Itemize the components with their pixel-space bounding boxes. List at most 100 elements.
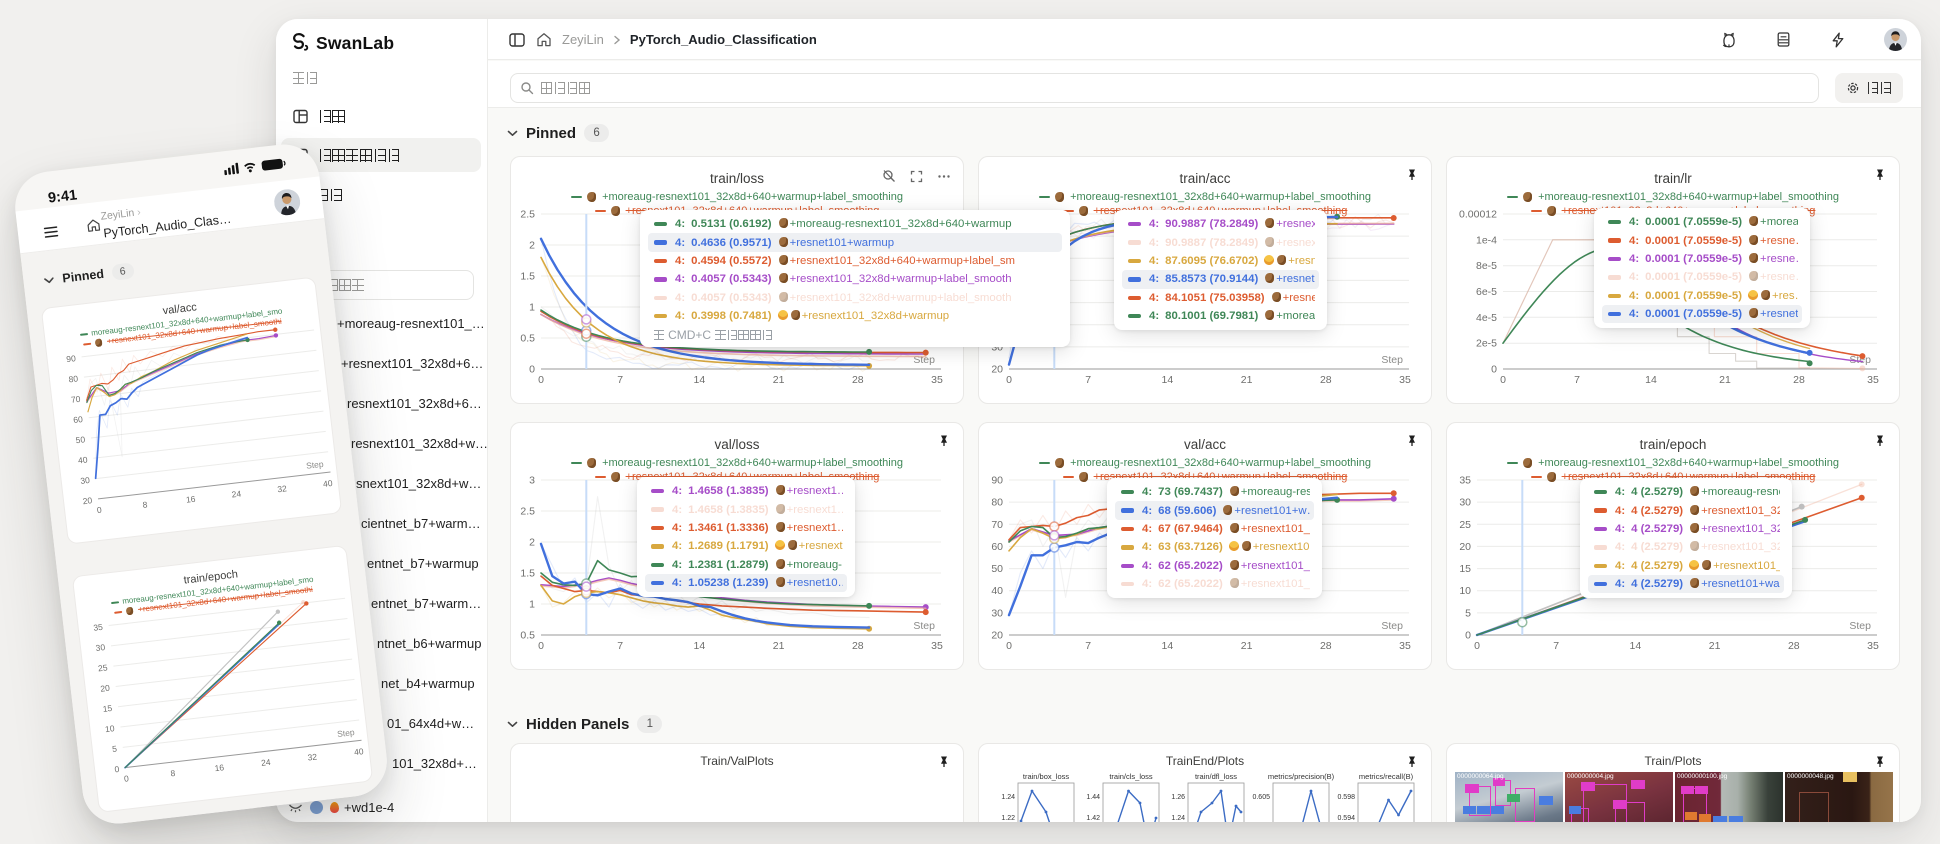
- svg-text:train/cls_loss: train/cls_loss: [1109, 772, 1153, 781]
- svg-text:35: 35: [1867, 640, 1879, 652]
- svg-text:1.44: 1.44: [1086, 794, 1100, 801]
- svg-text:0: 0: [1006, 640, 1012, 652]
- svg-text:20: 20: [991, 630, 1003, 642]
- svg-text:7: 7: [617, 374, 623, 386]
- svg-text:2.5: 2.5: [520, 506, 535, 518]
- svg-text:28: 28: [1788, 640, 1800, 652]
- svg-text:35: 35: [1459, 475, 1471, 487]
- svg-text:7: 7: [1553, 640, 1559, 652]
- svg-text:1.24: 1.24: [1001, 794, 1015, 801]
- svg-text:0: 0: [123, 773, 129, 784]
- svg-text:90: 90: [66, 353, 77, 364]
- svg-text:4e-5: 4e-5: [1476, 312, 1497, 324]
- svg-text:Step: Step: [1849, 620, 1871, 632]
- svg-text:15: 15: [1459, 563, 1471, 575]
- svg-text:0.594: 0.594: [1337, 815, 1355, 822]
- svg-text:40: 40: [77, 454, 88, 465]
- svg-text:30: 30: [95, 642, 106, 653]
- svg-text:0: 0: [1500, 374, 1506, 386]
- svg-text:1.26: 1.26: [1171, 794, 1185, 801]
- svg-text:3: 3: [529, 475, 535, 487]
- svg-text:2.5: 2.5: [520, 209, 535, 221]
- svg-text:28: 28: [1793, 374, 1805, 386]
- svg-text:80: 80: [68, 373, 79, 384]
- svg-text:14: 14: [694, 640, 706, 652]
- svg-text:metrics/recall(B): metrics/recall(B): [1359, 772, 1414, 781]
- svg-text:35: 35: [1399, 374, 1411, 386]
- svg-text:1: 1: [529, 302, 535, 314]
- svg-text:1e-4: 1e-4: [1476, 234, 1497, 246]
- svg-text:7: 7: [1574, 374, 1580, 386]
- svg-text:32: 32: [277, 483, 288, 494]
- svg-text:14: 14: [1162, 374, 1174, 386]
- svg-text:20: 20: [991, 364, 1003, 376]
- svg-text:21: 21: [773, 374, 785, 386]
- svg-text:21: 21: [1241, 374, 1253, 386]
- svg-text:8: 8: [170, 768, 176, 779]
- svg-text:0: 0: [1006, 374, 1012, 386]
- svg-text:28: 28: [1320, 374, 1332, 386]
- svg-text:16: 16: [185, 494, 196, 505]
- svg-text:8e-5: 8e-5: [1476, 260, 1497, 272]
- svg-text:1.42: 1.42: [1086, 815, 1100, 822]
- svg-text:14: 14: [694, 374, 706, 386]
- svg-text:40: 40: [322, 478, 333, 489]
- svg-text:metrics/precision(B): metrics/precision(B): [1268, 772, 1335, 781]
- svg-text:20: 20: [82, 495, 93, 506]
- svg-text:70: 70: [991, 519, 1003, 531]
- svg-text:15: 15: [102, 703, 113, 714]
- svg-text:1.5: 1.5: [520, 271, 535, 283]
- svg-text:0: 0: [529, 364, 535, 376]
- svg-text:24: 24: [231, 488, 242, 499]
- svg-text:10: 10: [105, 723, 116, 734]
- svg-text:0: 0: [1474, 640, 1480, 652]
- svg-text:8: 8: [142, 499, 148, 510]
- svg-text:0.5: 0.5: [520, 630, 535, 642]
- svg-text:7: 7: [1085, 640, 1091, 652]
- svg-text:24: 24: [261, 757, 272, 768]
- svg-text:32: 32: [307, 751, 318, 762]
- svg-text:80: 80: [991, 497, 1003, 509]
- svg-text:60: 60: [991, 541, 1003, 553]
- svg-text:0: 0: [96, 505, 102, 516]
- svg-text:90: 90: [991, 475, 1003, 487]
- svg-text:30: 30: [1459, 497, 1471, 509]
- svg-text:25: 25: [1459, 519, 1471, 531]
- svg-text:28: 28: [852, 640, 864, 652]
- svg-text:35: 35: [93, 622, 104, 633]
- svg-text:0: 0: [1465, 630, 1471, 642]
- svg-text:28: 28: [1320, 640, 1332, 652]
- svg-text:70: 70: [70, 394, 81, 405]
- svg-text:25: 25: [97, 662, 108, 673]
- svg-text:Step: Step: [913, 620, 935, 632]
- svg-text:Step: Step: [1381, 354, 1403, 366]
- svg-text:5: 5: [1465, 607, 1471, 619]
- svg-text:Step: Step: [1849, 354, 1871, 366]
- svg-text:16: 16: [214, 762, 225, 773]
- svg-text:1.22: 1.22: [1001, 815, 1015, 822]
- svg-text:21: 21: [1719, 374, 1731, 386]
- svg-text:21: 21: [773, 640, 785, 652]
- svg-text:14: 14: [1630, 640, 1642, 652]
- svg-text:2e-5: 2e-5: [1476, 338, 1497, 350]
- svg-text:Step: Step: [1381, 620, 1403, 632]
- svg-text:21: 21: [1241, 640, 1253, 652]
- svg-text:1: 1: [529, 599, 535, 611]
- svg-text:50: 50: [75, 434, 86, 445]
- svg-text:40: 40: [991, 585, 1003, 597]
- svg-text:1.24: 1.24: [1171, 815, 1185, 822]
- svg-text:10: 10: [1459, 585, 1471, 597]
- svg-text:0: 0: [114, 764, 120, 775]
- svg-text:0: 0: [538, 374, 544, 386]
- svg-text:0: 0: [538, 640, 544, 652]
- svg-text:0.598: 0.598: [1337, 794, 1355, 801]
- svg-text:7: 7: [617, 640, 623, 652]
- svg-text:6e-5: 6e-5: [1476, 286, 1497, 298]
- svg-text:21: 21: [1709, 640, 1721, 652]
- svg-text:20: 20: [1459, 541, 1471, 553]
- svg-text:35: 35: [1867, 374, 1879, 386]
- svg-text:50: 50: [991, 563, 1003, 575]
- svg-text:2: 2: [529, 240, 535, 252]
- svg-text:train/box_loss: train/box_loss: [1023, 772, 1070, 781]
- svg-text:35: 35: [931, 640, 943, 652]
